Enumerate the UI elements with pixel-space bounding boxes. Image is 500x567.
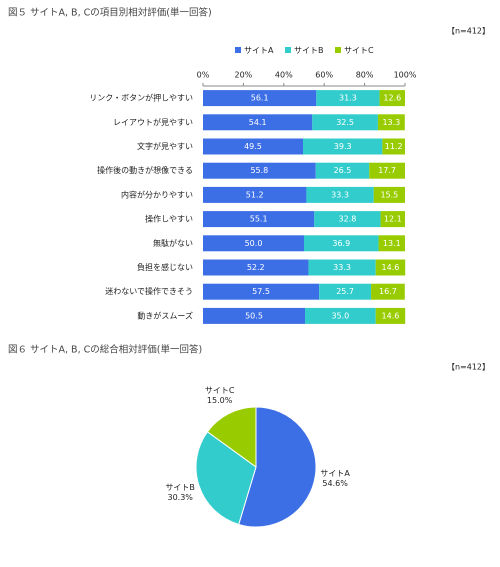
value-label: 36.9 (332, 239, 350, 248)
bar-segment (371, 283, 405, 300)
bar-segment (203, 235, 304, 252)
bar-segment (375, 259, 406, 276)
value-label: 15.5 (380, 190, 398, 199)
sample-size: 【n=412】 (447, 27, 490, 36)
pie-slice (238, 406, 317, 528)
value-label: 52.2 (247, 263, 265, 272)
category-label: 動きがスムーズ (137, 310, 193, 320)
slice-value-label: 15.0% (207, 396, 233, 405)
slice-value-label: 30.3% (167, 493, 193, 502)
bar-segment (375, 307, 406, 324)
bar-segment (379, 90, 405, 107)
value-label: 57.5 (252, 287, 270, 296)
bar-segment (369, 162, 405, 179)
x-tick-label: 100% (394, 71, 417, 80)
legend-swatch (235, 47, 241, 53)
value-label: 50.5 (245, 311, 263, 320)
bar-segment (304, 235, 379, 252)
value-label: 16.7 (379, 287, 397, 296)
category-label: 操作後の動きが想像できる (97, 165, 193, 175)
bar-segment (306, 186, 374, 203)
x-tick-label: 0% (197, 71, 210, 80)
sample-size: 【n=412】 (447, 363, 490, 372)
category-label: リンク・ボタンが押しやすい (89, 93, 193, 103)
value-label: 54.1 (249, 118, 267, 127)
category-label: 文字が見やすい (137, 141, 193, 151)
value-label: 17.7 (378, 166, 396, 175)
value-label: 14.6 (382, 311, 400, 320)
x-tick-label: 80% (356, 71, 374, 80)
value-label: 26.5 (334, 166, 352, 175)
category-label: 操作しやすい (145, 214, 193, 224)
category-label: 負担を感じない (137, 262, 193, 272)
value-label: 12.6 (383, 94, 401, 103)
slice-label: サイトB (165, 483, 195, 492)
chart-title: 図６ サイトA, B, Cの総合相対評価(単一回答) (8, 344, 202, 356)
bar-segment (203, 283, 320, 300)
bar-segment (305, 307, 376, 324)
value-label: 25.7 (336, 287, 354, 296)
x-tick-label: 40% (275, 71, 293, 80)
bar-segment (319, 283, 372, 300)
category-label: レイアウトが見やすい (113, 117, 193, 127)
bar-segment (203, 186, 307, 203)
slice-label: サイトA (320, 469, 350, 478)
legend-swatch (335, 47, 341, 53)
x-tick-label: 60% (315, 71, 333, 80)
bar-segment (203, 90, 317, 107)
bar-segment (302, 138, 383, 155)
value-label: 13.3 (382, 118, 400, 127)
legend-label: サイトB (294, 46, 324, 55)
value-label: 11.2 (385, 142, 403, 151)
value-label: 39.3 (334, 142, 352, 151)
bar-segment (377, 114, 405, 131)
legend-label: サイトA (244, 46, 274, 55)
value-label: 33.3 (331, 190, 349, 199)
bar-segment (382, 138, 405, 155)
category-label: 内容が分かりやすい (121, 189, 193, 199)
legend-swatch (285, 47, 291, 53)
value-label: 51.2 (246, 190, 264, 199)
bar-segment (308, 259, 376, 276)
bar-segment (315, 162, 370, 179)
legend-label: サイトC (344, 46, 374, 55)
value-label: 55.8 (250, 166, 268, 175)
bar-segment (203, 162, 316, 179)
pie-slice (206, 406, 257, 468)
category-label: 無駄がない (153, 238, 193, 248)
x-tick-label: 20% (235, 71, 253, 80)
bar-segment (380, 211, 405, 228)
bar-segment (316, 90, 380, 107)
bar-segment (314, 211, 381, 228)
value-label: 49.5 (244, 142, 262, 151)
category-label: 迷わないで操作できそう (105, 286, 193, 296)
bar-segment (312, 114, 378, 131)
bar-segment (203, 307, 306, 324)
value-label: 33.3 (333, 263, 351, 272)
bar-segment (203, 114, 313, 131)
value-label: 35.0 (331, 311, 349, 320)
bar-segment (373, 186, 405, 203)
bar-segment (203, 211, 315, 228)
value-label: 13.1 (383, 239, 401, 248)
bar-segment (203, 259, 309, 276)
value-label: 32.5 (336, 118, 354, 127)
value-label: 32.8 (339, 215, 357, 224)
bar-segment (203, 138, 303, 155)
value-label: 50.0 (245, 239, 263, 248)
value-label: 56.1 (251, 94, 269, 103)
slice-label: サイトC (205, 386, 235, 395)
value-label: 31.3 (339, 94, 357, 103)
value-label: 14.6 (382, 263, 400, 272)
slice-value-label: 54.6% (322, 479, 348, 488)
pie-slice (195, 431, 257, 526)
value-label: 12.1 (384, 215, 402, 224)
value-label: 55.1 (250, 215, 268, 224)
chart-title: 図５ サイトA, B, Cの項目別相対評価(単一回答) (8, 7, 212, 19)
bar-segment (378, 235, 405, 252)
